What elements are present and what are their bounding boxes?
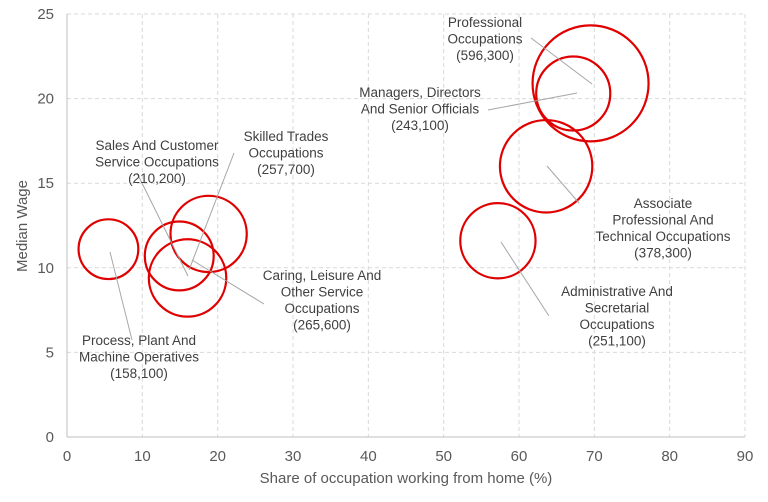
bubble-label-line: Machine Operatives: [79, 350, 199, 365]
bubble-label: Process, Plant And Machine Operatives (158…: [79, 333, 199, 381]
x-tick-label: 80: [661, 448, 678, 465]
leader-line: [109, 251, 133, 341]
grid: [67, 13, 746, 437]
x-tick-label: 0: [63, 448, 71, 465]
x-tick-label: 50: [435, 448, 452, 465]
y-tick-label: 15: [37, 175, 54, 192]
bubble-label: Sales And Customer Service Occupations (21…: [95, 138, 219, 186]
bubble-label-line: Administrative And: [561, 284, 673, 299]
bubble-labels: Professional Occupations (596,300)Managers…: [79, 15, 731, 381]
bubble-label: Associate Professional And Technical Occup…: [595, 196, 730, 261]
bubble-label-line: Secretarial: [585, 301, 650, 316]
bubble: [169, 194, 248, 274]
bubble-label: Professional Occupations (596,300): [447, 15, 522, 63]
y-tick-label: 20: [37, 91, 54, 108]
bubble-label-line: Other Service: [281, 285, 364, 300]
bubble-label-line: (243,100): [391, 118, 449, 133]
bubble-label-line: Occupations: [248, 146, 323, 161]
bubble-label-line: Professional And: [612, 213, 713, 228]
bubble-label-line: And Senior Officials: [361, 102, 480, 117]
x-tick-label: 40: [360, 448, 377, 465]
y-tick-label: 10: [37, 260, 54, 277]
x-tick-label: 10: [134, 448, 151, 465]
x-tick-label: 20: [209, 448, 226, 465]
bubble: [77, 218, 140, 281]
bubble-label-line: (210,200): [128, 171, 186, 186]
bubble-label: Caring, Leisure And Other Service Occupati…: [263, 268, 382, 333]
y-tick-label: 0: [46, 429, 54, 446]
bubble-label-line: Sales And Customer: [95, 138, 219, 153]
bubble-label-line: (596,300): [456, 48, 514, 63]
bubble-label-line: Managers, Directors: [359, 85, 481, 100]
y-tick-label: 25: [37, 6, 54, 23]
bubble-label-line: (378,300): [634, 246, 692, 261]
bubble: [498, 118, 594, 214]
x-tick-label: 30: [285, 448, 302, 465]
y-tick-label: 5: [46, 344, 54, 361]
bubble-label-line: Professional: [448, 15, 522, 30]
leader-line: [500, 241, 550, 317]
y-axis-title: Median Wage: [14, 180, 31, 272]
bubble-label: Managers, Directors And Senior Officials(…: [359, 85, 481, 133]
bubble-label-line: Process, Plant And: [82, 333, 196, 348]
bubble: [535, 55, 612, 132]
leader-line: [546, 165, 580, 204]
bubble-label-line: Occupations: [447, 32, 522, 47]
leader-line: [530, 37, 593, 85]
leader-line: [136, 172, 189, 277]
axes: 0 10 20 30 40 50 60 70 80 90 0 5 10 15 20 25: [37, 6, 753, 465]
bubble-label-line: Occupations: [284, 301, 359, 316]
bubble-label-line: Occupations: [579, 317, 654, 332]
bubble: [147, 238, 228, 318]
bubble: [143, 220, 215, 292]
bubble-label-line: Technical Occupations: [595, 229, 730, 244]
bubble: [459, 201, 537, 280]
leader-lines: [109, 37, 593, 341]
bubble-label-line: Associate: [634, 196, 693, 211]
bubble: [531, 24, 650, 143]
leader-line: [487, 92, 578, 111]
bubble-label-line: Caring, Leisure And: [263, 268, 382, 283]
bubble-label-line: (257,700): [257, 162, 315, 177]
x-tick-label: 90: [737, 448, 754, 465]
x-tick-label: 70: [586, 448, 603, 465]
bubble-label: Skilled Trades Occupations (257,700): [244, 129, 329, 177]
bubble-label-line: Service Occupations: [95, 155, 219, 170]
leader-line: [191, 259, 265, 305]
bubble-label: Administrative And Secretarial Occupations…: [561, 284, 673, 349]
x-tick-label: 60: [511, 448, 528, 465]
bubble-label-line: (158,100): [110, 366, 168, 381]
leader-line: [188, 152, 235, 271]
x-axis-title: Share of occupation working from home (%…: [260, 470, 553, 487]
bubble-label-line: (265,600): [293, 318, 351, 333]
bubble-label-line: (251,100): [588, 334, 646, 349]
bubble-label-line: Skilled Trades: [244, 129, 329, 144]
bubbles: [77, 24, 650, 318]
